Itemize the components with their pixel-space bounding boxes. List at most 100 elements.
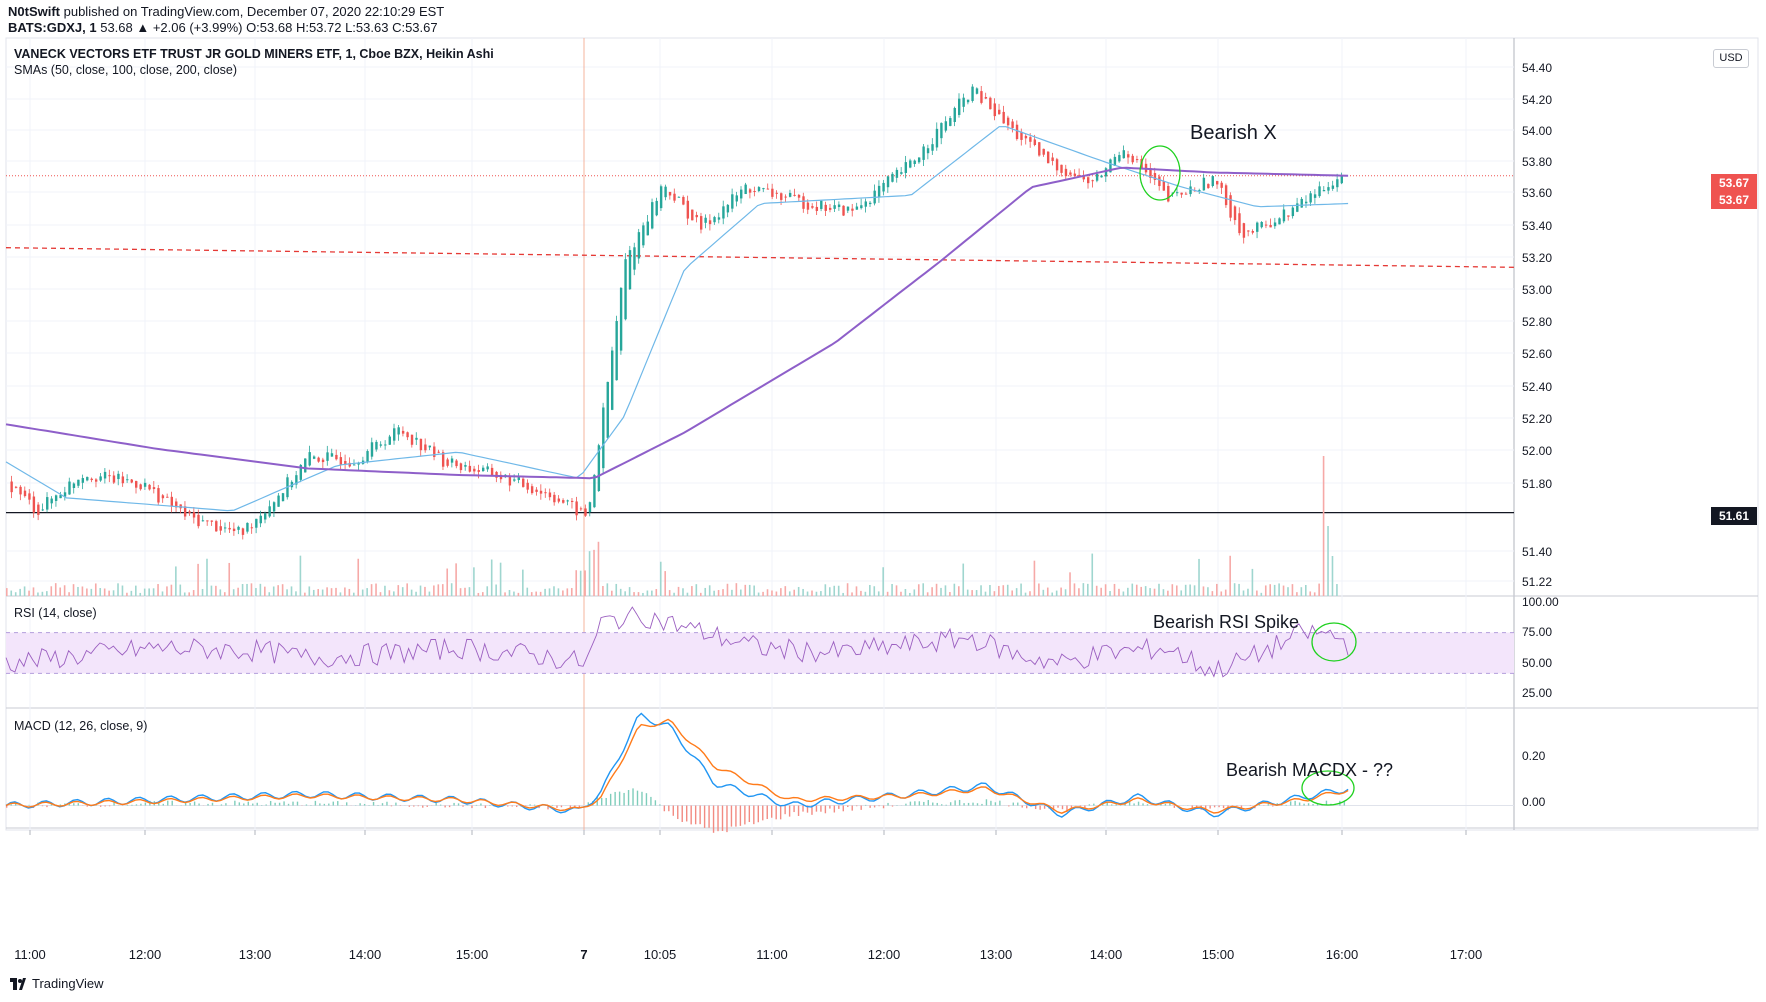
macd-histogram-bar [453,802,455,806]
sma-indicator-label[interactable]: SMAs (50, close, 100, close, 200, close) [14,63,238,77]
candle [103,471,107,479]
time-axis-label: 10:05 [643,947,677,962]
volume-bar [611,590,613,596]
candle [824,204,827,211]
rsi-pane-title[interactable]: RSI (14, close) [14,606,97,620]
candle [81,478,85,483]
annotation-bearish-rsi: Bearish RSI Spike [1153,612,1300,632]
candle [268,506,271,517]
macd-histogram-bar [234,800,236,806]
volume-bar [1135,584,1138,596]
macd-histogram-bar [860,805,862,810]
candle [588,502,592,513]
candle [1002,111,1005,124]
candle [548,492,552,498]
macd-histogram-bar [1285,804,1287,806]
macd-histogram-bar [1209,805,1211,809]
volume-bar [499,562,502,596]
macd-histogram-bar [779,805,782,820]
candle [722,206,725,219]
candle [1256,222,1259,232]
volume-bar [1287,587,1289,596]
volume-bar [931,587,933,596]
bearish-rsi-marker [1311,622,1357,662]
candle [1318,186,1321,197]
macd-histogram-bar [193,801,196,806]
macd-histogram-bar [1111,804,1113,806]
macd-histogram-bar [1034,805,1037,810]
macd-histogram-bar [1316,804,1319,806]
macd-histogram-bar [457,803,460,806]
candle [975,88,979,94]
candle [490,467,494,476]
macd-histogram-bar [609,793,612,806]
volume-bar [428,591,431,596]
macd-pane-title[interactable]: MACD (12, 26, close, 9) [14,719,148,733]
candle [1313,194,1317,198]
macd-histogram-bar [1146,804,1149,806]
price-axis-label: 51.22 [1522,575,1553,589]
macd-histogram-bar [806,805,809,813]
volume-bar [268,592,271,596]
volume-bar [99,588,102,596]
macd-histogram-bar [994,802,997,806]
volume-bar [1064,589,1067,596]
candle [1260,221,1263,228]
volume-bar [72,584,75,596]
candle [651,202,654,229]
candle [237,526,240,530]
candle [566,500,569,502]
volume-bar [277,585,279,596]
currency-button[interactable]: USD [1713,49,1749,68]
volume-bar [1189,584,1191,596]
volume-bar [766,589,769,596]
candle [192,512,196,518]
candle [771,188,774,197]
volume-bar [1331,556,1334,596]
volume-bar [295,591,297,596]
volume-bar [23,586,26,596]
price-axis-label: 53.20 [1522,251,1553,265]
volume-bar [192,590,195,596]
macd-histogram-bar [475,804,478,806]
sma-slow-line [5,166,1349,480]
tradingview-logo[interactable]: TradingView [10,976,104,991]
volume-bar [86,588,88,596]
candle [971,86,974,101]
macd-histogram-bar [677,805,679,820]
time-axis-label: 11:00 [756,947,788,962]
macd-histogram-bar [1240,805,1243,808]
macd-histogram-bar [945,804,947,806]
volume-bar [90,588,93,596]
volume-bar [1220,591,1223,596]
volume-bar [575,570,578,596]
volume-bar [388,590,391,596]
volume-bar [210,585,213,596]
macd-histogram-bar [1298,802,1301,806]
volume-bar [1247,588,1249,596]
macd-histogram-bar [390,805,393,807]
candle [1033,139,1037,145]
volume-bar [668,590,671,596]
macd-histogram-bar [1272,805,1274,807]
volume-bar [215,585,217,596]
candle [611,350,614,410]
volume-bar [437,584,440,596]
macd-histogram-bar [605,797,607,806]
macd-histogram-bar [690,805,692,825]
volume-bar [450,583,453,596]
macd-histogram-bar [328,803,330,806]
volume-bar [686,592,689,596]
volume-bar [1131,583,1134,596]
time-axis-label: 15:00 [455,947,489,962]
volume-bar [682,588,684,596]
volume-bar [771,590,773,596]
price-axis-label: 52.80 [1522,315,1553,329]
candle [366,451,369,463]
macd-histogram-bar [68,803,71,806]
candle [250,527,254,529]
volume-bar [597,541,600,596]
candle [1189,186,1192,195]
volume-bar [517,592,520,596]
candle [393,428,396,441]
